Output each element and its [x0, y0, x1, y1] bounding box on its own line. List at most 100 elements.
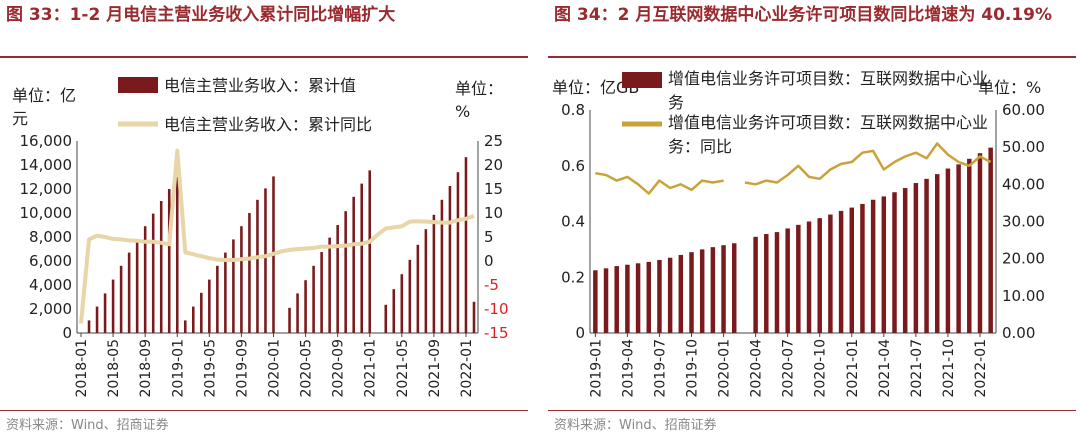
bar-mark	[256, 199, 259, 333]
bar-mark	[913, 183, 919, 333]
bar-mark	[384, 304, 388, 333]
x-tick-label: 2022-01	[973, 339, 989, 398]
bar-mark	[135, 239, 139, 333]
x-tick-label: 2019-04	[620, 339, 636, 398]
bar-mark	[464, 157, 468, 333]
x-tick-label: 2019-10	[685, 339, 701, 398]
y-left-tick-label: 0	[575, 324, 585, 342]
x-tick-label: 2020-10	[813, 339, 829, 398]
x-tick-label: 2018-01	[74, 339, 90, 398]
legend-label: 增值电信业务许可项目数：互联网数据中心业	[668, 69, 988, 88]
left-chart-title: 图 33：1-2 月电信主营业务收入累计同比增幅扩大	[6, 5, 396, 25]
bar-mark	[593, 270, 598, 333]
x-tick-label: 2021-01	[363, 339, 379, 398]
bar-mark	[934, 174, 940, 333]
right-source-rule	[548, 410, 1076, 411]
y-left-tick-label: 4,000	[29, 276, 72, 294]
bar-mark	[240, 226, 243, 333]
bar-mark	[902, 188, 908, 333]
y-right-tick-label: 60.00	[1002, 101, 1045, 119]
x-tick-label: 2019-07	[652, 339, 668, 398]
y-right-tick-label: 5	[484, 228, 494, 246]
bar-mark	[328, 237, 331, 333]
bar-mark	[721, 245, 726, 333]
y-right-tick-label: 0.00	[1002, 324, 1035, 342]
legend-label: 电信主营业务收入：累计值	[164, 76, 356, 95]
y-left-tick-label: 0	[62, 324, 72, 342]
x-tick-label: 2020-05	[299, 339, 315, 398]
bar-mark	[296, 293, 299, 333]
bar-mark	[224, 252, 227, 333]
bar-mark	[392, 289, 396, 333]
bar-mark	[103, 293, 107, 333]
bar-mark	[288, 307, 291, 333]
bar-mark	[678, 254, 684, 333]
bar-mark	[352, 196, 355, 333]
right-title-rule	[548, 56, 1076, 58]
bar-mark	[806, 221, 812, 333]
y-right-unit: 单位：%	[978, 78, 1041, 97]
x-tick-label: 2018-05	[106, 339, 122, 398]
y-left-tick-label: 0.2	[561, 268, 585, 286]
x-tick-label: 2019-05	[202, 339, 218, 398]
bar-mark	[336, 225, 339, 333]
y-left-tick-label: 12,000	[20, 180, 73, 198]
y-left-tick-label: 0.8	[561, 101, 585, 119]
bar-mark	[448, 186, 452, 333]
bar-mark	[988, 147, 993, 333]
bar-mark	[956, 164, 961, 333]
bar-mark	[828, 214, 833, 333]
legend-label: 务：同比	[668, 137, 732, 156]
y-right-tick-label: -5	[484, 276, 499, 294]
bar-mark	[175, 177, 179, 333]
bar-mark	[400, 274, 404, 333]
x-tick-label: 2020-04	[749, 339, 765, 398]
bar-mark	[667, 257, 673, 333]
legend-label: 电信主营业务收入：累计同比	[164, 115, 372, 134]
x-tick-label: 2021-07	[909, 339, 925, 398]
bar-mark	[892, 192, 897, 333]
bar-mark	[603, 268, 609, 333]
bar-mark	[860, 203, 865, 333]
y-right-tick-label: 40.00	[1002, 175, 1045, 193]
bar-mark	[312, 265, 315, 333]
bar-mark	[689, 252, 694, 333]
y-right-unit: 单位：	[455, 79, 503, 98]
right-chart-svg: 0 0.2 0.4 0.6 0.8 0.00 10.00 20.00 30.00 40.00 50.…	[552, 69, 1045, 398]
bar-mark	[344, 211, 347, 333]
bar-mark	[646, 261, 652, 333]
bar-mark	[945, 168, 951, 333]
line-series	[79, 148, 475, 324]
y-right-unit: %	[455, 102, 470, 121]
y-left-tick-label: 0.4	[561, 213, 585, 231]
bar-mark	[849, 207, 855, 333]
left-source-rule	[0, 410, 528, 411]
y-right-tick-label: 15	[484, 180, 503, 198]
x-tick-label: 2020-09	[331, 339, 347, 398]
y-right-tick-label: 20.00	[1002, 250, 1045, 268]
legend-label: 增值电信业务许可项目数：互联网数据中心业	[668, 113, 988, 132]
bar-mark	[368, 170, 372, 333]
x-tick-label: 2021-09	[427, 339, 443, 398]
y-right-tick-label: 30.00	[1002, 213, 1045, 231]
bar-mark	[614, 266, 619, 333]
bar-mark	[200, 292, 203, 333]
bar-mark	[699, 249, 705, 333]
legend-label: 务	[668, 93, 684, 112]
bar-mark	[111, 279, 115, 333]
bar-mark	[408, 259, 412, 333]
y-right-tick-label: -15	[484, 324, 509, 342]
y-left-tick-label: 14,000	[20, 156, 73, 174]
bar-mark	[424, 229, 428, 333]
x-tick-label: 2021-01	[845, 339, 861, 398]
y-left-tick-label: 0.6	[561, 157, 585, 175]
bar-mark	[216, 265, 219, 333]
x-tick-label: 2021-04	[877, 339, 893, 398]
bar-mark	[87, 320, 91, 333]
bar-mark	[967, 158, 972, 333]
y-left-tick-label: 2,000	[29, 300, 72, 318]
y-left-unit: 单位：亿GB	[552, 78, 639, 97]
y-right-tick-label: 50.00	[1002, 138, 1045, 156]
bar-mark	[625, 264, 630, 333]
legend-bar-swatch	[622, 72, 662, 88]
